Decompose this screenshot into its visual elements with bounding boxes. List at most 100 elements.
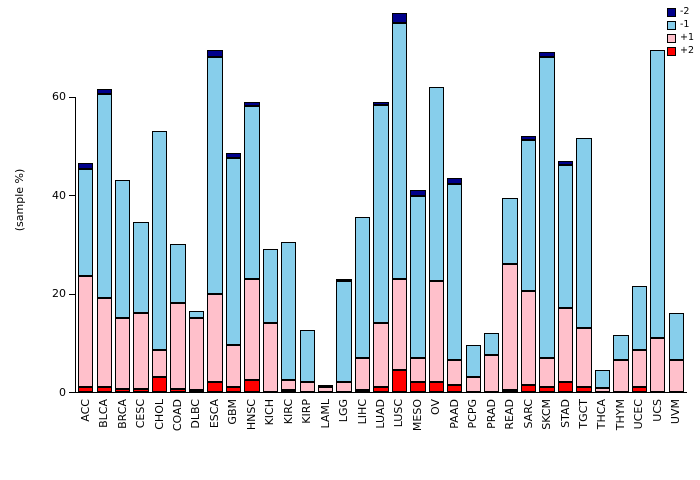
segment-SKCM--1 [539,57,555,358]
x-label-SARC: SARC [521,399,535,429]
segment-TGCT--1 [576,138,592,328]
legend-swatch-+1 [666,33,676,43]
segment-LUAD-+2 [373,387,389,392]
x-label-BLCA: BLCA [97,399,111,428]
legend-label--1: -1 [679,19,690,30]
x-label-PCPG: PCPG [466,399,480,429]
x-label-LUAD: LUAD [374,399,387,429]
segment-COAD-+2 [170,388,186,392]
segment-READ--1 [502,197,518,264]
y-tick-label-0: 0 [59,385,66,399]
x-label-PAAD: PAAD [447,399,461,429]
x-label-BRCA: BRCA [115,399,129,429]
segment-BLCA-+1 [96,298,112,388]
segment-UVM-+1 [668,360,684,392]
legend-label-+2: +2 [679,45,694,56]
segment-BRCA--1 [114,180,131,319]
segment-CESC-+1 [133,313,149,389]
x-label-LIHC: LIHC [355,399,369,425]
x-label-READ: READ [503,399,517,430]
segment-LIHC-+2 [354,389,371,392]
segment-CHOL--1 [151,131,168,351]
segment-LUAD--2 [373,101,389,106]
x-label-HNSC: HNSC [244,399,258,431]
segment-LUSC--1 [391,22,408,279]
segment-OV-+1 [428,281,445,383]
segment-LIHC-+1 [354,357,371,390]
segment-PAAD-+2 [447,384,463,392]
x-label-ESCA: ESCA [207,399,221,429]
legend-item-+1: +1 [666,32,694,44]
segment-KIRP--1 [299,330,315,383]
segment-TGCT-+1 [576,328,592,388]
segment-SKCM-+1 [539,357,555,388]
segment-OV-+2 [428,382,445,392]
segment-HNSC--1 [244,106,260,279]
x-label-PRAD: PRAD [484,399,498,429]
segment-KIRC-+1 [281,379,297,390]
segment-DLBC-+2 [188,389,205,392]
segment-COAD-+1 [170,303,186,389]
segment-LAML--1 [317,384,334,388]
x-label-LGG: LGG [337,399,351,423]
segment-KICH-+1 [262,323,278,392]
segment-THYM-+1 [613,360,629,392]
segment-ESCA-+1 [207,293,223,383]
segment-LGG-+1 [336,382,352,392]
legend-item--1: -1 [666,19,694,31]
segment-PCPG-+1 [465,377,481,392]
segment-HNSC-+2 [244,379,260,392]
x-label-THCA: THCA [595,399,609,430]
segment-OV--1 [428,86,445,282]
segment-STAD--1 [557,164,574,309]
x-label-COAD: COAD [171,399,185,432]
segment-BRCA-+1 [114,318,131,389]
x-label-UVM: UVM [669,399,683,425]
x-label-UCEC: UCEC [632,399,646,430]
x-label-THYM: THYM [613,399,627,431]
segment-UCEC-+1 [631,350,648,388]
segment-CESC-+2 [133,388,149,392]
segment-HNSC-+1 [244,278,260,380]
x-label-CESC: CESC [134,399,148,429]
y-tick-60 [69,96,75,98]
segment-STAD--2 [557,160,574,165]
segment-MESO-+1 [410,357,426,383]
segment-SARC--1 [520,139,537,292]
segment-ACC--1 [78,168,94,277]
segment-LGG--1 [336,281,352,383]
x-label-STAD: STAD [558,399,572,428]
segment-ESCA-+2 [207,382,223,392]
segment-BLCA--1 [96,94,112,299]
segment-PRAD-+1 [484,355,500,392]
y-tick-label-60: 60 [52,90,66,104]
segment-COAD--1 [170,244,186,304]
segment-BLCA--2 [96,89,112,95]
segment-KIRC-+2 [281,389,297,392]
x-label-SKCM: SKCM [540,399,554,430]
segment-GBM--1 [225,158,242,346]
segment-GBM-+1 [225,345,242,388]
segment-UVM--1 [668,313,684,360]
segment-SARC-+2 [520,384,537,392]
legend-swatch--2 [666,7,676,17]
segment-SKCM-+2 [539,387,555,392]
legend-item-+2: +2 [666,45,694,57]
x-label-CHOL: CHOL [152,399,166,430]
segment-LAML-+1 [317,387,334,392]
legend-label--2: -2 [679,6,690,17]
y-tick-20 [69,293,75,295]
segment-LUSC-+1 [391,278,408,370]
segment-THYM--1 [613,335,629,360]
x-label-ACC: ACC [78,399,92,422]
y-tick-label-20: 20 [52,287,66,301]
segment-ESCA--2 [207,49,223,58]
x-label-GBM: GBM [226,399,240,425]
segment-SKCM--2 [539,52,555,58]
legend-item--2: -2 [666,6,694,18]
x-label-LUSC: LUSC [392,399,406,428]
segment-LIHC--1 [354,217,371,358]
segment-PRAD--1 [484,332,500,356]
segment-LUAD-+1 [373,323,389,388]
legend: -2 -1 +1 +2 [666,6,694,57]
